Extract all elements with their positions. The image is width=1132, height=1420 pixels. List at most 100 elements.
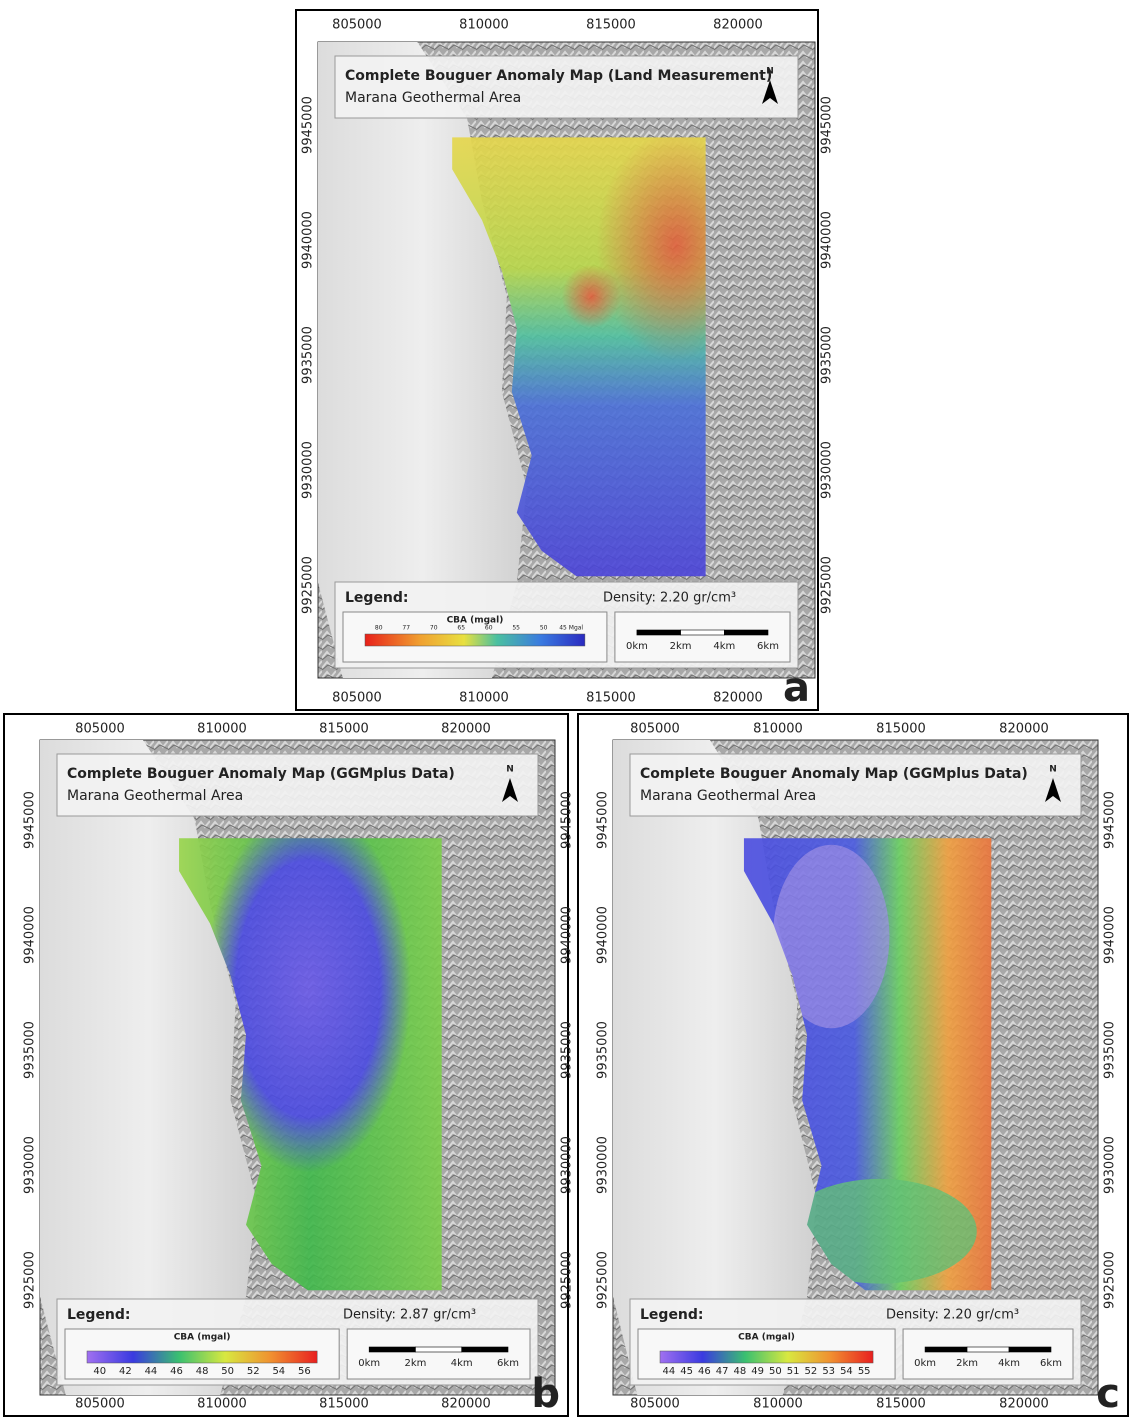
colorbar-tick-label: 47 (716, 1366, 729, 1377)
y-tick-label: 9925000 (301, 556, 316, 614)
colorbar-tick-label: 53 (822, 1366, 835, 1377)
y-tick-label: 9935000 (820, 326, 835, 384)
scale-bar-segment (462, 1347, 508, 1352)
page-body: {"panels": [ {"label": "a", "title": "Co… (0, 0, 1132, 1420)
y-tick-label: 9930000 (23, 1136, 38, 1194)
x-tick-label: 815000 (876, 1397, 926, 1412)
colorbar-tick-label: 80 (375, 625, 383, 632)
y-tick-label: 9935000 (1103, 1021, 1118, 1079)
colorbar-tick-label: 49 (751, 1366, 764, 1377)
map-subtitle: Marana Geothermal Area (67, 788, 243, 804)
colorbar-tick-label: 48 (196, 1366, 209, 1377)
x-tick-label: 820000 (999, 1397, 1049, 1412)
y-tick-label: 9940000 (560, 906, 575, 964)
y-tick-label: 9930000 (820, 441, 835, 499)
scale-label: 2km (670, 641, 692, 652)
density-label: Density: 2.20 gr/cm³ (603, 591, 736, 606)
y-tick-label: 9930000 (560, 1136, 575, 1194)
x-tick-label: 820000 (441, 1397, 491, 1412)
colorbar-tick-label: 56 (298, 1366, 311, 1377)
legend-title: Legend: (640, 1307, 704, 1323)
colorbar-tick-label: 50 (769, 1366, 782, 1377)
scale-bar-segment (724, 630, 768, 635)
y-tick-label: 9945000 (1103, 791, 1118, 849)
colorbar (87, 1351, 317, 1363)
map-title: Complete Bouguer Anomaly Map (GGMplus Da… (67, 766, 455, 782)
y-tick-label: 9930000 (1103, 1136, 1118, 1194)
density-label: Density: 2.87 gr/cm³ (343, 1308, 476, 1323)
x-tick-label: 810000 (753, 722, 803, 737)
y-tick-label: 9925000 (820, 556, 835, 614)
legend-title: Legend: (67, 1307, 131, 1323)
x-tick-label: 815000 (586, 18, 636, 33)
x-tick-label: 815000 (876, 722, 926, 737)
y-tick-label: 9930000 (301, 441, 316, 499)
scale-bar-segment (637, 630, 681, 635)
scale-bar-segment (681, 630, 725, 635)
scale-label: 6km (757, 641, 779, 652)
y-tick-label: 9935000 (23, 1021, 38, 1079)
x-tick-label: 820000 (713, 18, 763, 33)
y-tick-label: 9925000 (596, 1251, 611, 1309)
scale-label: 2km (956, 1358, 978, 1369)
x-tick-label: 815000 (586, 691, 636, 706)
colorbar-tick-label: 46 (698, 1366, 711, 1377)
title-box (335, 56, 798, 118)
scale-bar-segment (369, 1347, 415, 1352)
map-panel: 8050008050008100008100008150008150008200… (578, 714, 1128, 1417)
scale-box (903, 1329, 1073, 1379)
colorbar-tick-label: 52 (247, 1366, 260, 1377)
scale-label: 4km (713, 641, 735, 652)
map-subtitle: Marana Geothermal Area (640, 788, 816, 804)
y-tick-label: 9940000 (820, 211, 835, 269)
colorbar-title: CBA (mgal) (447, 616, 504, 626)
scale-label: 0km (626, 641, 648, 652)
figure: 805000 805000 810000 810000 815000 815000 8200… (0, 0, 1132, 1420)
y-tick-label: 9935000 (560, 1021, 575, 1079)
x-tick-label: 810000 (459, 691, 509, 706)
colorbar-tick-label: 54 (840, 1366, 853, 1377)
colorbar-tick-label: 44 (663, 1366, 676, 1377)
y-tick-label: 9935000 (301, 326, 316, 384)
colorbar-tick-label: 50 (221, 1366, 234, 1377)
y-tick-label: 9925000 (560, 1251, 575, 1309)
y-tick-label: 9940000 (596, 906, 611, 964)
scale-bar-segment (1009, 1347, 1051, 1352)
y-tick-label: 9945000 (23, 791, 38, 849)
colorbar-tick-label: 55 (858, 1366, 871, 1377)
map-title: Complete Bouguer Anomaly Map (GGMplus Da… (640, 766, 1028, 782)
x-tick-label: 805000 (630, 1397, 680, 1412)
x-tick-label: 805000 (630, 722, 680, 737)
y-tick-label: 9940000 (301, 211, 316, 269)
colorbar-tick-label: 42 (119, 1366, 132, 1377)
colorbar-title: CBA (mgal) (738, 1333, 795, 1343)
x-tick-label: 810000 (197, 722, 247, 737)
x-tick-label: 805000 (332, 691, 382, 706)
colorbar-title: CBA (mgal) (174, 1333, 231, 1343)
title-box (630, 754, 1081, 816)
y-tick-label: 9940000 (1103, 906, 1118, 964)
title-box (57, 754, 538, 816)
panel-label: c (1096, 1371, 1120, 1417)
anomaly-high (562, 265, 622, 329)
legend-title: Legend: (345, 590, 409, 606)
scale-bar-segment (967, 1347, 1009, 1352)
map-title: Complete Bouguer Anomaly Map (Land Measu… (345, 68, 772, 84)
scale-bar-segment (925, 1347, 967, 1352)
north-label: N (766, 67, 774, 77)
x-tick-label: 805000 (75, 1397, 125, 1412)
colorbar (365, 634, 585, 646)
scale-label: 4km (451, 1358, 473, 1369)
map-panel: 8050008050008100008100008150008150008200… (4, 714, 575, 1417)
y-tick-label: 9935000 (596, 1021, 611, 1079)
x-tick-label: 820000 (999, 722, 1049, 737)
scale-label: 2km (404, 1358, 426, 1369)
page: Complete Bouguer Anomaly Maps html, body… (0, 0, 1132, 1420)
y-tick-label: 9940000 (23, 906, 38, 964)
colorbar-tick-label: 70 (430, 625, 438, 632)
y-tick-label: 9925000 (1103, 1251, 1118, 1309)
colorbar-tick-label: 51 (787, 1366, 800, 1377)
colorbar-tick-label: 44 (145, 1366, 158, 1377)
map-panel: 8050008050008100008100008150008150008200… (296, 10, 835, 711)
colorbar-tick-label: 45 Mgal (559, 625, 583, 632)
